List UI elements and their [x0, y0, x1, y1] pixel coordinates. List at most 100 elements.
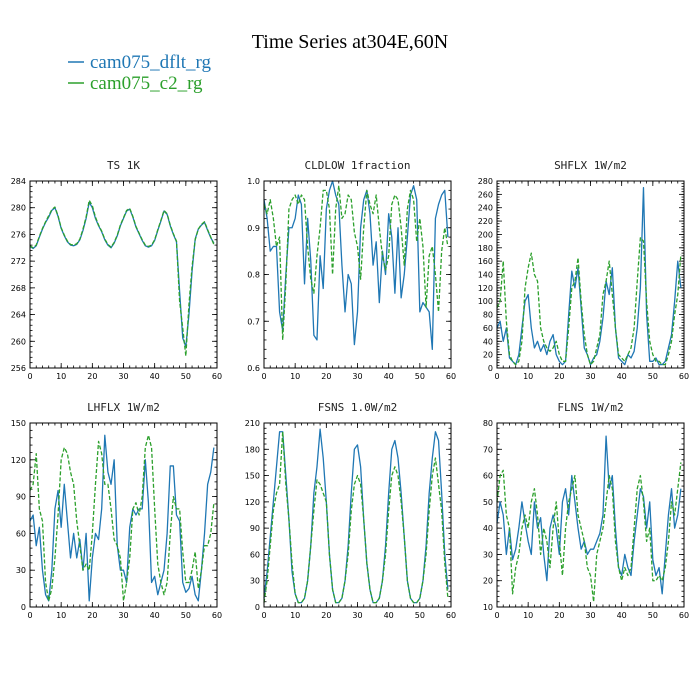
y-tick-label: 260 [478, 190, 493, 199]
y-tick-label: 200 [478, 230, 493, 239]
y-tick-label: 60 [483, 324, 493, 333]
x-tick-label: 40 [617, 372, 627, 381]
y-tick-label: 70 [483, 445, 493, 454]
chart-title: CLDLOW 1fraction [305, 159, 411, 172]
y-tick-label: 120 [11, 456, 26, 465]
x-tick-label: 0 [494, 372, 499, 381]
x-tick-label: 50 [415, 372, 425, 381]
y-tick-label: 60 [483, 472, 493, 481]
y-tick-label: 80 [483, 419, 493, 428]
y-tick-label: 210 [245, 419, 260, 428]
y-tick-label: 40 [483, 337, 493, 346]
y-tick-label: 80 [483, 311, 493, 320]
x-tick-label: 60 [679, 611, 689, 620]
x-tick-label: 50 [648, 611, 658, 620]
x-tick-label: 20 [554, 372, 564, 381]
series-line [29, 434, 215, 602]
y-tick-label: 272 [11, 257, 26, 266]
x-tick-label: 20 [321, 611, 331, 620]
chart-title: FLNS 1W/m2 [557, 401, 623, 414]
series-line [29, 201, 215, 348]
plot-frame [29, 422, 218, 608]
x-tick-label: 60 [212, 372, 222, 381]
y-tick-label: 160 [478, 257, 493, 266]
y-tick-label: 0 [255, 603, 260, 612]
y-tick-label: 1.0 [247, 177, 260, 186]
x-tick-label: 60 [446, 611, 456, 620]
x-tick-label: 60 [679, 372, 689, 381]
y-tick-label: 264 [11, 311, 26, 320]
y-tick-label: 0.7 [247, 317, 260, 326]
y-tick-label: 0 [488, 364, 493, 373]
y-tick-label: 280 [478, 177, 493, 186]
y-tick-label: 268 [11, 284, 26, 293]
chart-panel: FSNS 1.0W/m2 0 10 20 30 40 50 60 0 30 60 90 120 150 18… [245, 401, 456, 620]
y-tick-label: 60 [250, 550, 260, 559]
x-tick-label: 60 [446, 372, 456, 381]
y-tick-label: 180 [245, 445, 260, 454]
y-tick-label: 30 [250, 577, 260, 586]
chart-panel: CLDLOW 1fraction 0 10 20 30 40 50 60 0.6 0.7 0.8 0.… [247, 159, 456, 381]
y-tick-label: 30 [16, 566, 26, 575]
plot-frame [496, 422, 685, 608]
y-tick-label: 60 [16, 529, 26, 538]
chart-panel: SHFLX 1W/m2 0 10 20 30 40 50 60 0 20 40 60 80 100 120 1… [478, 159, 689, 381]
y-tick-label: 30 [483, 550, 493, 559]
y-tick-label: 0.8 [247, 271, 260, 280]
legend-label-c2: cam075_c2_rg [90, 73, 203, 94]
series-line [29, 199, 215, 357]
series-line [263, 185, 449, 341]
y-tick-label: 0 [21, 603, 26, 612]
y-tick-label: 40 [483, 524, 493, 533]
plot-frame [496, 180, 685, 369]
x-tick-label: 40 [617, 611, 627, 620]
x-tick-label: 10 [290, 611, 300, 620]
y-tick-label: 180 [478, 244, 493, 253]
legend: cam075_dflt_rg cam075_c2_rg [68, 52, 212, 94]
y-tick-label: 50 [483, 498, 493, 507]
y-tick-label: 0.6 [247, 364, 260, 373]
x-tick-label: 30 [352, 611, 362, 620]
x-tick-label: 20 [321, 372, 331, 381]
series-line [263, 428, 449, 604]
y-tick-label: 150 [245, 472, 260, 481]
y-tick-label: 260 [11, 337, 26, 346]
chart-panels: TS 1K0 10 20 30 40 50 602562602642682722762802… [11, 159, 689, 620]
x-tick-label: 10 [523, 611, 533, 620]
x-tick-label: 10 [56, 611, 66, 620]
y-tick-label: 20 [483, 351, 493, 360]
plot-frame [263, 422, 452, 608]
x-tick-label: 40 [384, 372, 394, 381]
y-tick-label: 220 [478, 217, 493, 226]
y-tick-label: 0.9 [247, 224, 260, 233]
x-tick-label: 30 [352, 372, 362, 381]
x-tick-label: 50 [181, 372, 191, 381]
x-tick-label: 50 [648, 372, 658, 381]
y-tick-label: 100 [478, 297, 493, 306]
x-tick-label: 0 [27, 372, 32, 381]
series-line [496, 187, 682, 366]
y-tick-label: 150 [11, 419, 26, 428]
y-tick-label: 120 [478, 284, 493, 293]
series-line [496, 435, 682, 595]
x-tick-label: 50 [181, 611, 191, 620]
x-tick-label: 30 [118, 611, 128, 620]
x-tick-label: 20 [87, 611, 97, 620]
x-tick-label: 10 [56, 372, 66, 381]
y-tick-label: 256 [11, 364, 26, 373]
y-tick-label: 280 [11, 204, 26, 213]
y-tick-label: 20 [483, 577, 493, 586]
chart-title: SHFLX 1W/m2 [554, 159, 627, 172]
y-tick-label: 140 [478, 271, 493, 280]
x-tick-label: 0 [27, 611, 32, 620]
x-tick-label: 0 [494, 611, 499, 620]
x-tick-label: 40 [150, 611, 160, 620]
x-tick-label: 0 [261, 372, 266, 381]
y-tick-label: 90 [16, 493, 26, 502]
plot-frame [263, 180, 452, 369]
x-tick-label: 60 [212, 611, 222, 620]
x-tick-label: 20 [87, 372, 97, 381]
chart-title: FSNS 1.0W/m2 [318, 401, 397, 414]
x-tick-label: 30 [585, 372, 595, 381]
